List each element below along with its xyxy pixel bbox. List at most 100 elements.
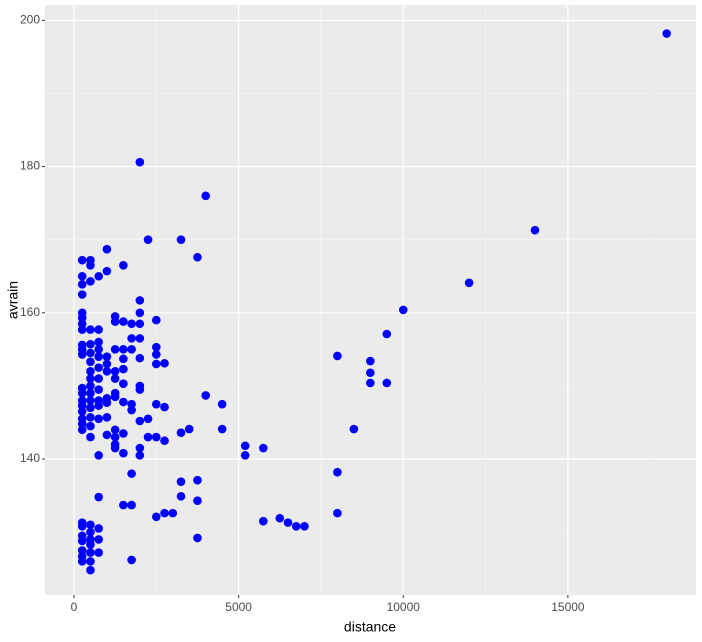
point — [119, 500, 128, 510]
point — [143, 432, 153, 442]
x-tick-label: 15000 — [551, 600, 585, 614]
point — [176, 492, 186, 501]
point — [193, 533, 202, 543]
point — [110, 432, 120, 442]
point — [110, 392, 120, 402]
point — [160, 436, 169, 446]
point — [151, 315, 161, 325]
point — [119, 317, 128, 326]
point — [151, 342, 161, 352]
point — [102, 266, 112, 276]
point — [102, 413, 112, 422]
point — [127, 500, 136, 510]
point — [349, 424, 359, 434]
point — [77, 425, 87, 435]
point — [366, 378, 375, 388]
point — [77, 271, 87, 281]
point — [151, 512, 161, 522]
point — [143, 235, 153, 244]
point — [333, 467, 342, 477]
point — [119, 345, 128, 354]
point — [110, 317, 120, 326]
point — [86, 388, 95, 398]
point — [86, 396, 95, 405]
panel — [45, 5, 696, 595]
point — [259, 516, 268, 526]
point — [240, 441, 250, 451]
point — [119, 397, 128, 407]
point — [86, 357, 95, 367]
point — [86, 421, 95, 431]
point — [86, 325, 95, 334]
y-tick-label: 180 — [20, 159, 40, 173]
point — [119, 364, 128, 374]
point — [127, 405, 136, 415]
point — [127, 345, 136, 354]
point — [160, 358, 169, 368]
point — [86, 540, 95, 549]
point — [86, 520, 95, 530]
point — [135, 385, 145, 394]
point — [102, 430, 112, 440]
point — [94, 492, 103, 502]
point — [176, 428, 186, 437]
point — [102, 366, 112, 376]
point — [168, 508, 178, 518]
point — [94, 401, 103, 410]
point — [110, 425, 120, 435]
point — [86, 432, 95, 442]
point — [143, 414, 153, 424]
point — [94, 363, 103, 372]
y-tick-label: 200 — [20, 13, 40, 27]
point — [94, 325, 103, 334]
x-tick-label: 0 — [71, 600, 78, 614]
point — [135, 416, 145, 426]
point — [94, 524, 103, 533]
point — [151, 432, 161, 442]
point — [94, 548, 103, 557]
point — [77, 536, 87, 546]
point — [86, 548, 95, 557]
point — [366, 368, 375, 378]
point — [86, 403, 95, 413]
point — [135, 319, 145, 329]
point — [135, 308, 145, 318]
point — [176, 477, 186, 486]
point — [127, 334, 136, 343]
point — [77, 279, 87, 289]
point — [94, 337, 103, 347]
point — [110, 345, 120, 354]
point — [94, 352, 103, 361]
point — [86, 381, 95, 391]
point — [366, 356, 375, 366]
point — [217, 399, 227, 409]
point — [160, 402, 169, 412]
point — [86, 260, 95, 270]
point — [530, 225, 540, 235]
point — [94, 345, 103, 354]
point — [77, 388, 87, 398]
point — [193, 475, 202, 485]
point — [201, 391, 210, 400]
point — [193, 252, 202, 262]
point — [127, 555, 136, 565]
point — [160, 508, 169, 518]
point — [102, 398, 112, 408]
point — [135, 451, 145, 460]
point — [127, 469, 136, 478]
point — [86, 557, 95, 566]
point — [86, 339, 95, 349]
point — [110, 366, 120, 376]
point — [135, 157, 145, 167]
point — [86, 348, 95, 358]
point — [398, 305, 408, 315]
point — [110, 443, 120, 453]
point — [259, 443, 268, 453]
point — [119, 354, 128, 364]
point — [240, 451, 250, 460]
x-axis-title: distance — [344, 619, 396, 635]
point — [102, 359, 112, 369]
point — [86, 527, 95, 537]
point — [382, 329, 392, 339]
point — [201, 191, 210, 201]
